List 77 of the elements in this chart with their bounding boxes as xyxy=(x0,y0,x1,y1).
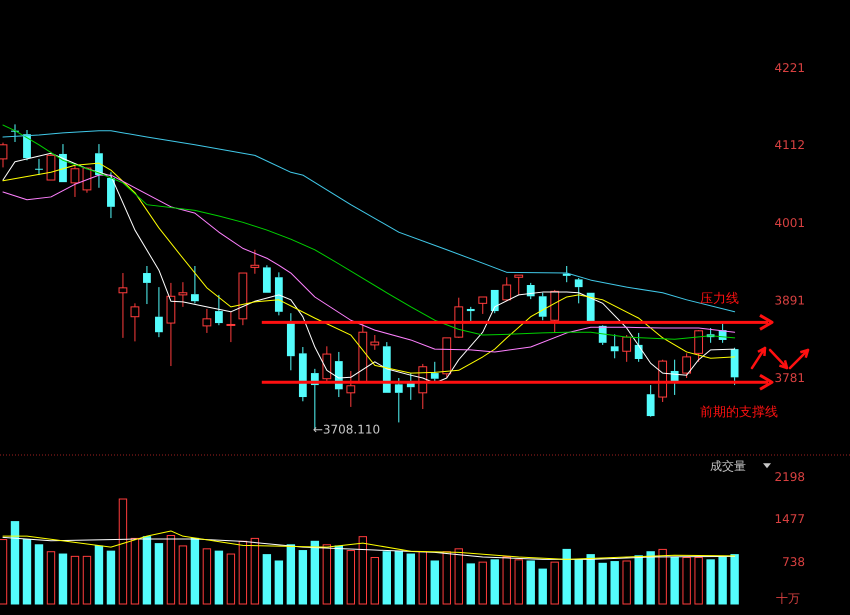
bar xyxy=(262,554,272,604)
y-tick-label: 4001 xyxy=(774,216,805,230)
bar xyxy=(190,538,200,604)
bar xyxy=(562,548,571,604)
bar xyxy=(250,538,260,604)
bar xyxy=(238,540,248,604)
y-tick-label: 3781 xyxy=(774,371,805,386)
y-tick-label: 4112 xyxy=(774,138,805,152)
bar xyxy=(622,560,631,604)
bar xyxy=(82,556,92,604)
bar xyxy=(202,548,212,604)
ref-line-label: 前期的支撑线 xyxy=(700,405,778,420)
bar xyxy=(334,545,344,604)
bar xyxy=(682,557,691,604)
bar xyxy=(34,544,44,604)
bar xyxy=(214,550,224,604)
bar xyxy=(46,551,56,604)
bar xyxy=(502,556,511,604)
y-axis-title: 十万 xyxy=(776,592,800,606)
bar xyxy=(310,540,320,604)
bar xyxy=(586,554,595,604)
bar xyxy=(646,551,655,604)
bar xyxy=(538,568,547,604)
y-tick-label: 1477 xyxy=(774,512,805,526)
y-tick-label: 3891 xyxy=(774,294,805,308)
bar xyxy=(466,563,475,604)
y-tick-label: 2198 xyxy=(774,470,805,484)
bar xyxy=(70,556,80,604)
bar xyxy=(430,560,439,604)
bar xyxy=(598,562,607,604)
bar xyxy=(574,559,583,604)
bar xyxy=(106,550,116,604)
bar xyxy=(706,559,715,604)
bar xyxy=(610,561,619,604)
bar xyxy=(394,550,403,604)
bar xyxy=(274,560,284,604)
annotation: ←3708.110 xyxy=(312,422,380,436)
bar xyxy=(178,545,188,604)
bar xyxy=(166,535,176,604)
bar xyxy=(286,544,296,604)
bar xyxy=(226,554,236,604)
bar xyxy=(478,562,487,604)
bar xyxy=(694,557,703,604)
bar xyxy=(718,557,727,604)
bar xyxy=(454,548,463,604)
bar xyxy=(358,536,368,604)
bar xyxy=(514,559,523,604)
y-tick-label: 738 xyxy=(782,554,805,569)
bar xyxy=(670,557,679,604)
bar xyxy=(154,543,164,604)
bar xyxy=(142,536,152,604)
bar xyxy=(298,550,308,604)
bar xyxy=(550,562,559,604)
line-series xyxy=(2,536,736,560)
line-series xyxy=(2,530,736,560)
bar xyxy=(730,554,739,604)
bar xyxy=(94,545,104,604)
bar xyxy=(382,551,391,604)
bar xyxy=(58,554,68,604)
bar xyxy=(418,551,427,604)
y-tick-label: 4221 xyxy=(774,61,805,75)
bar xyxy=(490,559,499,604)
bar xyxy=(118,498,128,604)
bar xyxy=(130,538,140,604)
bar xyxy=(0,539,8,604)
ref-line-label: 压力线 xyxy=(700,291,739,306)
bar xyxy=(634,555,643,604)
bar xyxy=(346,550,356,604)
bar xyxy=(406,554,415,604)
bar xyxy=(370,557,380,604)
bar xyxy=(22,539,32,604)
bar xyxy=(658,548,667,604)
bar xyxy=(322,544,332,604)
chart-title: 成交量 xyxy=(710,459,746,474)
bar xyxy=(442,551,451,604)
bar xyxy=(10,521,20,604)
bar xyxy=(526,560,535,604)
